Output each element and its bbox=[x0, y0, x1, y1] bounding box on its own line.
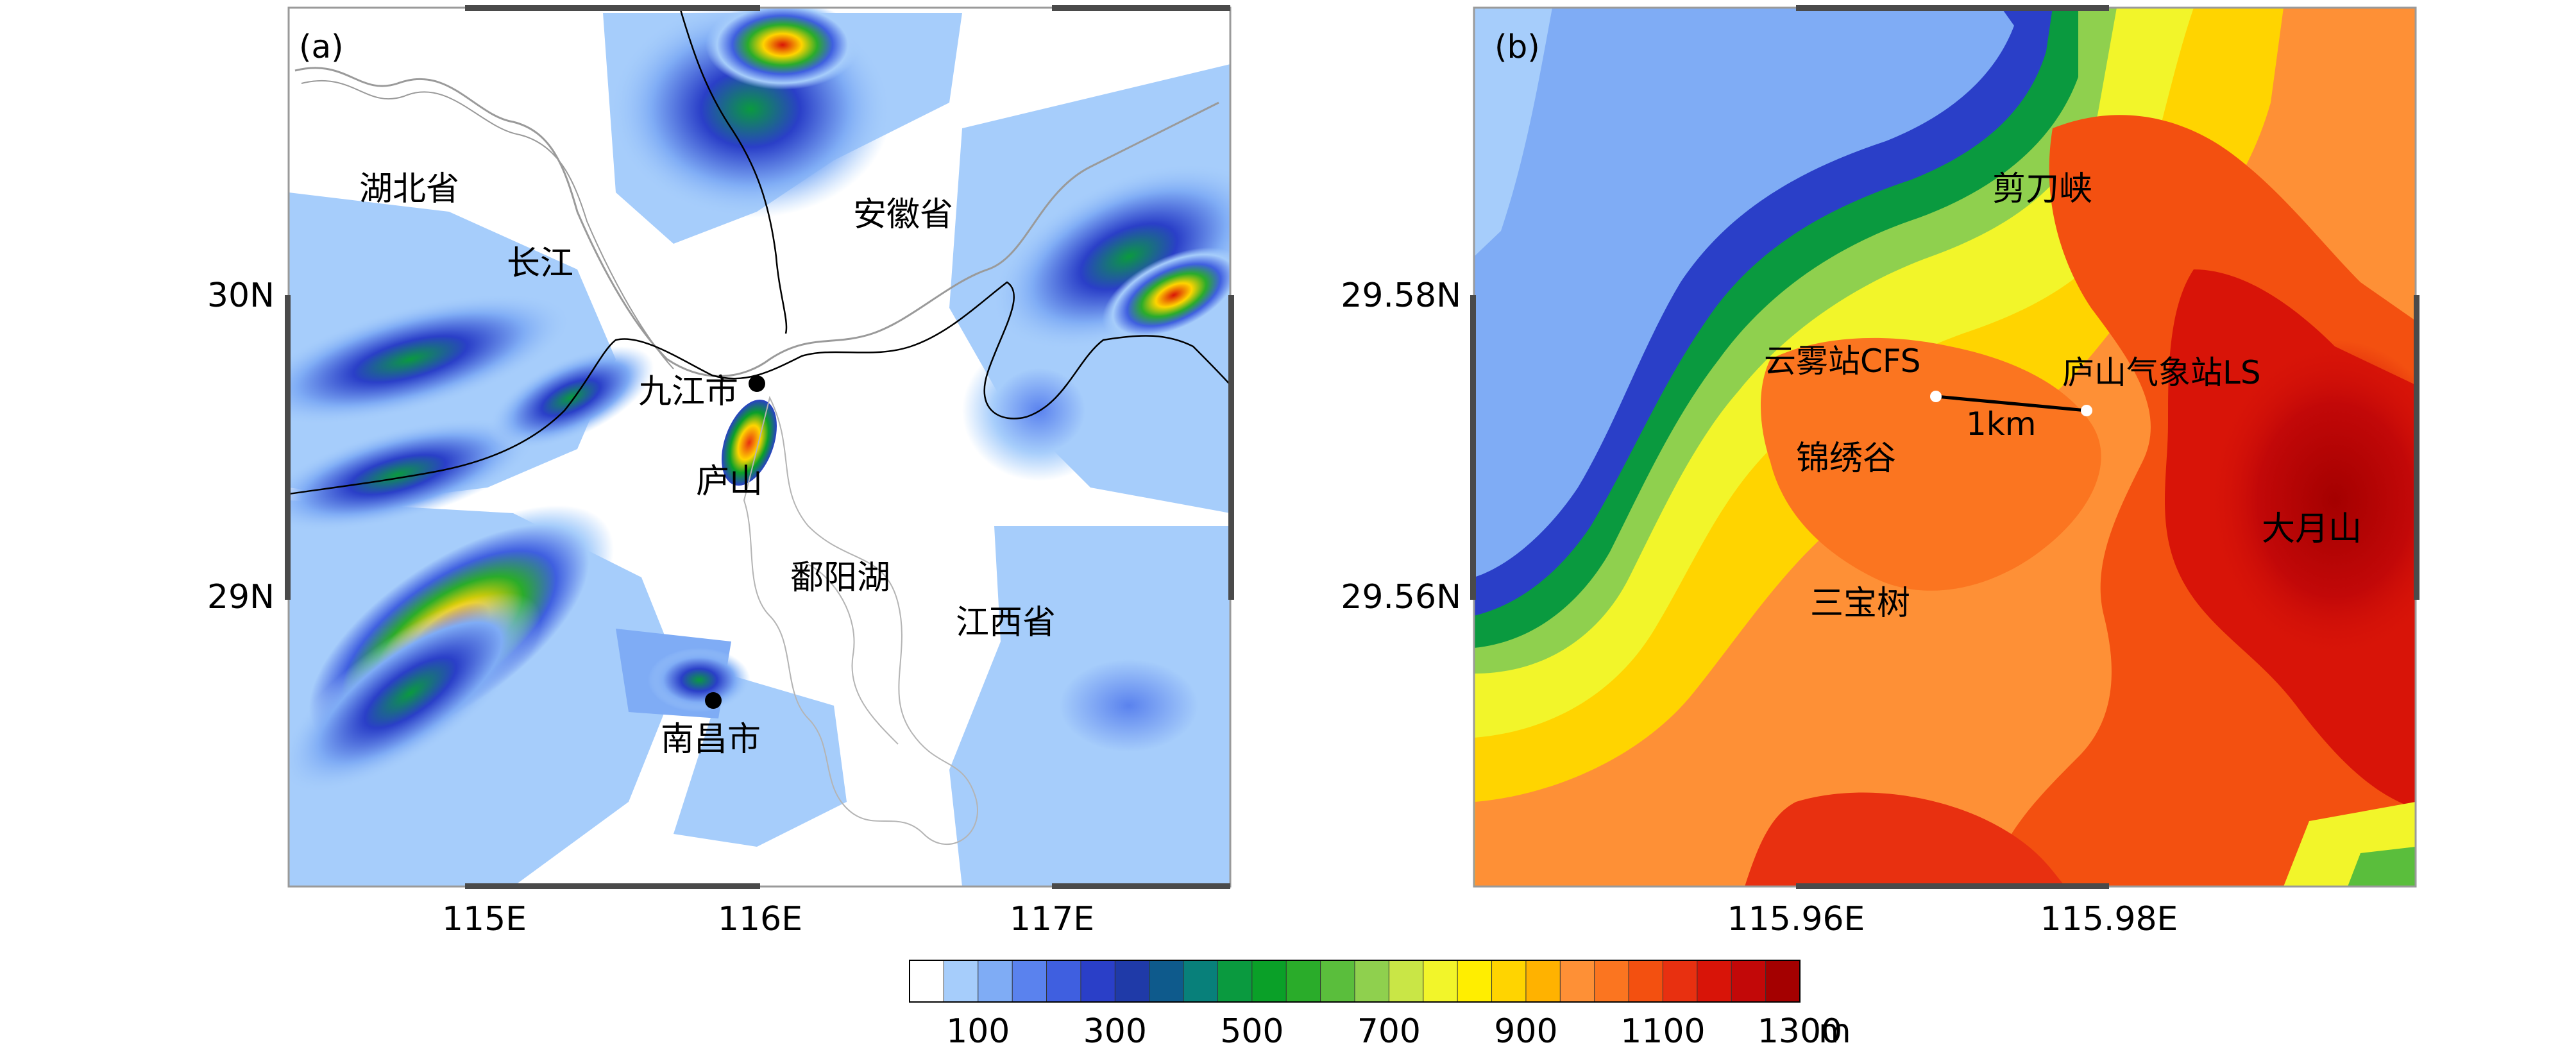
colorbar-swatch bbox=[1354, 960, 1390, 1003]
colorbar-tick-label: 700 bbox=[1357, 1012, 1421, 1051]
ls-marker bbox=[2081, 405, 2092, 416]
colorbar-swatch bbox=[1559, 960, 1595, 1003]
label-dayueshan: 大月山 bbox=[2262, 510, 2362, 548]
colorbar-swatch bbox=[1285, 960, 1321, 1003]
colorbar-swatch bbox=[1662, 960, 1698, 1003]
label-nanchang: 南昌市 bbox=[661, 720, 761, 759]
colorbar-swatch bbox=[1183, 960, 1219, 1003]
label-hubei: 湖北省 bbox=[359, 170, 459, 208]
label-poyang: 鄱阳湖 bbox=[790, 559, 890, 597]
colorbar-swatch bbox=[1217, 960, 1253, 1003]
colorbar-swatch bbox=[1012, 960, 1047, 1003]
colorbar-swatch bbox=[1320, 960, 1356, 1003]
label-jiangxi: 江西省 bbox=[956, 604, 1056, 642]
a-xtick-117: 117E bbox=[1010, 900, 1094, 938]
jiujiang-marker bbox=[749, 375, 765, 392]
colorbar-swatch bbox=[1080, 960, 1116, 1003]
nanchang-marker bbox=[705, 692, 722, 709]
label-jiandaoxia: 剪刀峡 bbox=[1992, 170, 2092, 208]
colorbar-swatch bbox=[1388, 960, 1424, 1003]
colorbar-swatch bbox=[978, 960, 1013, 1003]
label-scale: 1km bbox=[1966, 405, 2036, 443]
b-xtick-11596: 115.96E bbox=[1727, 900, 1865, 938]
colorbar-swatch bbox=[1046, 960, 1081, 1003]
panel-b-terrain bbox=[1474, 8, 2416, 887]
colorbar-tick-label: 900 bbox=[1494, 1012, 1557, 1051]
colorbar-swatch bbox=[1114, 960, 1150, 1003]
a-ytick-30n: 30N bbox=[207, 276, 275, 315]
panel-a-terrain bbox=[289, 8, 1230, 887]
colorbar-outline bbox=[909, 960, 1801, 1003]
label-cfs: 云雾站CFS bbox=[1764, 343, 1921, 380]
colorbar-swatch bbox=[1731, 960, 1767, 1003]
label-changjiang: 长江 bbox=[507, 244, 573, 283]
colorbar-unit: m bbox=[1818, 1012, 1851, 1051]
colorbar-tick-label: 1100 bbox=[1620, 1012, 1705, 1051]
panel-a-tag: (a) bbox=[299, 28, 344, 65]
colorbar-swatch bbox=[943, 960, 979, 1003]
colorbar-tick-label: 1300 bbox=[1758, 1012, 1842, 1051]
colorbar-swatch bbox=[1594, 960, 1630, 1003]
panel-b-tag: (b) bbox=[1495, 28, 1540, 65]
colorbar-swatch bbox=[909, 960, 945, 1003]
panel-a-map bbox=[285, 5, 1234, 889]
colorbar-swatch bbox=[1697, 960, 1733, 1003]
colorbar-swatch bbox=[1765, 960, 1801, 1003]
b-ytick-2958n: 29.58N bbox=[1341, 276, 1461, 315]
colorbar-tick-label: 300 bbox=[1083, 1012, 1147, 1051]
label-jiujiang: 九江市 bbox=[638, 373, 738, 411]
a-xtick-116: 116E bbox=[718, 900, 802, 938]
scale-line bbox=[1935, 395, 2087, 412]
a-ytick-29n: 29N bbox=[207, 578, 275, 616]
colorbar-tick-label: 500 bbox=[1220, 1012, 1284, 1051]
colorbar-labels: 100 300 500 700 900 1100 1300 bbox=[946, 1012, 1842, 1051]
colorbar-tick-label: 100 bbox=[946, 1012, 1010, 1051]
colorbar-swatch bbox=[1423, 960, 1459, 1003]
a-xtick-115: 115E bbox=[442, 900, 527, 938]
colorbar-swatch bbox=[1491, 960, 1527, 1003]
b-ytick-2956n: 29.56N bbox=[1341, 578, 1461, 616]
colorbar-swatch bbox=[1457, 960, 1493, 1003]
cfs-marker bbox=[1930, 391, 1942, 402]
colorbar-swatch bbox=[1525, 960, 1561, 1003]
colorbar-swatch bbox=[1251, 960, 1287, 1003]
colorbar-swatch bbox=[1149, 960, 1185, 1003]
label-lushan: 庐山 bbox=[696, 463, 763, 501]
colorbar bbox=[909, 960, 1801, 1003]
label-ls: 庐山气象站LS bbox=[2062, 354, 2261, 391]
label-jinxiugu: 锦绣谷 bbox=[1796, 439, 1896, 478]
b-xtick-11598: 115.98E bbox=[2040, 900, 2178, 938]
colorbar-swatch bbox=[1628, 960, 1664, 1003]
label-anhui: 安徽省 bbox=[853, 196, 953, 234]
panel-b-map bbox=[1470, 5, 2419, 889]
label-sanbaoshu: 三宝树 bbox=[1810, 584, 1910, 623]
